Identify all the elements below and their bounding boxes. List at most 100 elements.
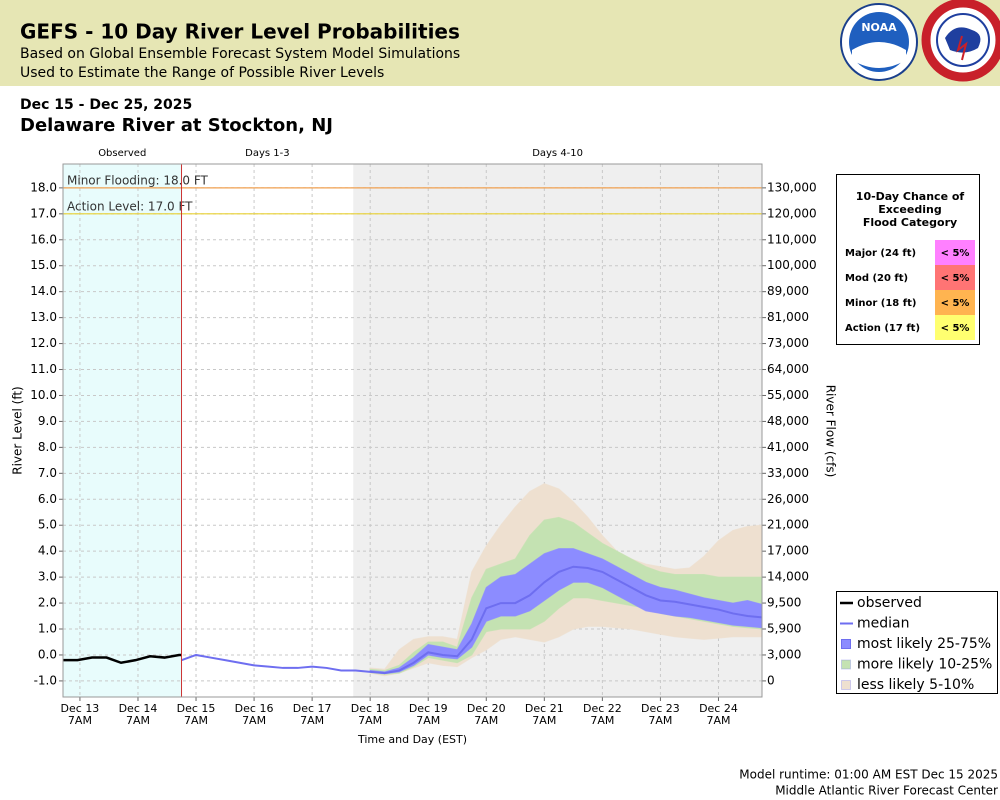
y2-tick-label: 64,000 (767, 362, 809, 376)
x-tick-label: Dec 15 7AM (177, 702, 216, 727)
y-tick-label: 13.0 (30, 310, 57, 324)
flood-table-title: Flood Category (863, 216, 957, 229)
logo-text: NOAA (861, 21, 897, 34)
y-tick-label: 15.0 (30, 258, 57, 272)
plot-border (62, 163, 763, 698)
x-tick-label: Dec 14 7AM (119, 702, 158, 727)
y-tick-label: -1.0 (34, 673, 57, 687)
y2-tick-label: 5,900 (767, 622, 801, 636)
y-tick-label: 8.0 (38, 440, 57, 454)
threshold-label: Minor Flooding: 18.0 FT (67, 173, 209, 187)
y-tick-label: 18.0 (30, 180, 57, 194)
legend-box (836, 591, 998, 694)
flood-table-title: Exceeding (878, 203, 941, 216)
noaa-logo: NOAA (840, 3, 918, 81)
period-band (181, 164, 354, 697)
x-tick-label: Dec 22 7AM (583, 702, 622, 727)
y2-tick-label: 130,000 (767, 180, 817, 194)
y2-tick-label: 14,000 (767, 570, 809, 584)
y-tick-label: 2.0 (38, 596, 57, 610)
header-subtitle: Used to Estimate the Range of Possible R… (20, 65, 384, 81)
y-tick-label: 12.0 (30, 336, 57, 350)
date-range: Dec 15 - Dec 25, 2025 (20, 97, 192, 113)
y2-tick-label: 17,000 (767, 544, 809, 558)
legend-swatch (841, 639, 851, 649)
x-tick-label: Dec 16 7AM (235, 702, 274, 727)
flood-chance: < 5% (941, 273, 970, 284)
flood-cell (935, 290, 975, 315)
flood-category: Major (24 ft) (845, 248, 916, 259)
legend-label: less likely 5-10% (857, 677, 974, 693)
y2-axis-label: River Flow (cfs) (824, 385, 838, 478)
period-label: Observed (98, 148, 146, 159)
x-tick-label: Dec 13 7AM (61, 702, 100, 727)
y2-tick-label: 81,000 (767, 310, 809, 324)
period-band (63, 164, 182, 697)
x-tick-label: Dec 19 7AM (409, 702, 448, 727)
y-tick-label: 6.0 (38, 492, 57, 506)
y-tick-label: 1.0 (38, 622, 57, 636)
legend-label: median (857, 616, 909, 632)
flood-cell (935, 265, 975, 290)
y2-tick-label: 73,000 (767, 336, 809, 350)
y2-tick-label: 9,500 (767, 596, 801, 610)
footer-runtime: Model runtime: 01:00 AM EST Dec 15 2025 (739, 768, 998, 782)
y2-tick-label: 55,000 (767, 388, 809, 402)
y2-tick-label: 110,000 (767, 232, 817, 246)
y-tick-label: 9.0 (38, 414, 57, 428)
x-tick-label: Dec 17 7AM (293, 702, 332, 727)
x-axis-label: Time and Day (EST) (357, 733, 467, 746)
y-tick-label: 5.0 (38, 518, 57, 532)
threshold-label: Action Level: 17.0 FT (67, 199, 193, 213)
x-tick-label: Dec 18 7AM (351, 702, 390, 727)
legend-label: more likely 10-25% (857, 657, 992, 673)
y2-tick-label: 26,000 (767, 492, 809, 506)
flood-category: Mod (20 ft) (845, 273, 908, 284)
y2-tick-label: 3,000 (767, 647, 801, 661)
y-axis-label: River Level (ft) (11, 386, 25, 474)
flood-chance: < 5% (941, 248, 970, 259)
header-subtitle: Based on Global Ensemble Forecast System… (20, 46, 460, 62)
flood-chance: < 5% (941, 298, 970, 309)
x-tick-label: Dec 21 7AM (525, 702, 564, 727)
chart-title: Delaware River at Stockton, NJ (20, 115, 333, 136)
y2-tick-label: 100,000 (767, 258, 817, 272)
nws-logo (921, 0, 1000, 82)
y-tick-label: 4.0 (38, 544, 57, 558)
y-tick-label: 17.0 (30, 206, 57, 220)
x-tick-label: Dec 24 7AM (699, 702, 738, 727)
y-tick-label: 11.0 (30, 362, 57, 376)
flood-category: Action (17 ft) (845, 323, 920, 334)
y2-tick-label: 41,000 (767, 440, 809, 454)
y2-tick-label: 120,000 (767, 206, 817, 220)
period-label: Days 1-3 (245, 148, 289, 159)
flood-category: Minor (18 ft) (845, 298, 916, 309)
legend-label: most likely 25-75% (857, 636, 991, 652)
y-tick-label: 7.0 (38, 466, 57, 480)
series-line (63, 653, 182, 665)
legend-swatch (841, 680, 851, 690)
y2-tick-label: 21,000 (767, 518, 809, 532)
legend-label: observed (857, 595, 922, 611)
y-tick-label: 16.0 (30, 232, 57, 246)
y2-tick-label: 33,000 (767, 466, 809, 480)
y2-tick-label: 48,000 (767, 414, 809, 428)
flood-cell (935, 315, 975, 340)
footer-center: Middle Atlantic River Forecast Center (775, 784, 998, 798)
flood-cell (935, 240, 975, 265)
header-title: GEFS - 10 Day River Level Probabilities (20, 20, 460, 44)
y-tick-label: 3.0 (38, 570, 57, 584)
flood-chance: < 5% (941, 323, 970, 334)
y-tick-label: 0.0 (38, 647, 57, 661)
header-band (0, 0, 1000, 86)
y2-tick-label: 89,000 (767, 284, 809, 298)
flood-table-title: 10-Day Chance of (856, 190, 965, 203)
y2-tick-label: 0 (767, 673, 775, 687)
legend-swatch (841, 659, 851, 670)
series-line (181, 565, 763, 675)
x-tick-label: Dec 23 7AM (641, 702, 680, 727)
x-tick-label: Dec 20 7AM (467, 702, 506, 727)
y-tick-label: 10.0 (30, 388, 57, 402)
period-label: Days 4-10 (532, 148, 583, 159)
